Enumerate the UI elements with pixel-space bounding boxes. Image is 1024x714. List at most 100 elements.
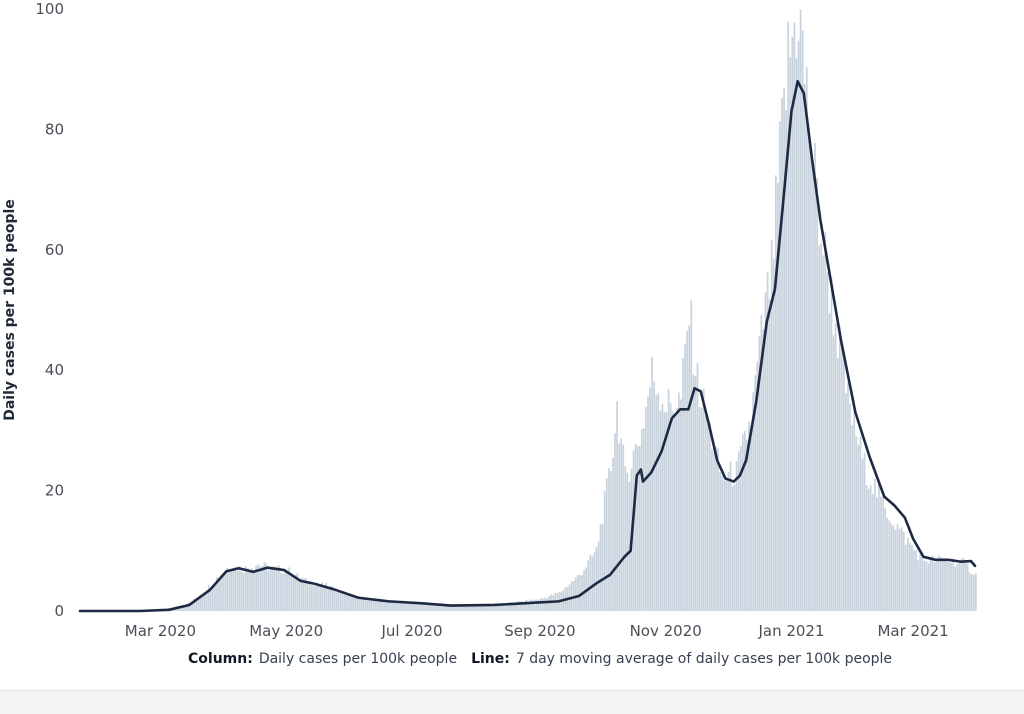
daily-cases-column: [337, 589, 340, 611]
daily-cases-column: [960, 558, 963, 611]
daily-cases-column: [379, 599, 381, 611]
daily-cases-columns: [164, 9, 977, 612]
daily-cases-column: [853, 408, 856, 611]
daily-cases-column: [432, 603, 435, 611]
legend-line-label: Line:: [471, 651, 510, 667]
daily-cases-column: [704, 416, 707, 611]
daily-cases-column: [572, 580, 575, 611]
daily-cases-column: [834, 323, 837, 611]
daily-cases-column: [919, 554, 922, 611]
daily-cases-column: [970, 574, 973, 611]
daily-cases-column: [659, 410, 662, 611]
daily-cases-column: [247, 568, 249, 611]
daily-cases-column: [391, 602, 394, 611]
daily-cases-column: [201, 594, 204, 611]
daily-cases-column: [350, 594, 352, 611]
daily-cases-column: [913, 549, 915, 611]
daily-cases-column: [675, 408, 678, 611]
daily-cases-column: [667, 388, 670, 611]
daily-cases-column: [389, 600, 392, 611]
daily-cases-column: [185, 605, 187, 611]
daily-cases-column: [358, 596, 361, 611]
daily-cases-column: [717, 448, 719, 611]
daily-cases-column: [207, 585, 210, 611]
daily-cases-column: [372, 598, 375, 611]
daily-cases-column: [673, 415, 676, 611]
daily-cases-column: [451, 604, 453, 611]
daily-cases-column: [426, 603, 429, 611]
daily-cases-column: [669, 403, 672, 611]
daily-cases-column: [929, 556, 932, 611]
daily-cases-column: [346, 595, 348, 611]
daily-cases-column: [972, 575, 975, 611]
daily-cases-column: [546, 598, 548, 611]
daily-cases-column: [816, 177, 818, 611]
daily-cases-column: [335, 592, 338, 611]
daily-cases-column: [541, 598, 544, 611]
daily-cases-column: [482, 604, 484, 611]
daily-cases-column: [702, 388, 705, 611]
daily-cases-column: [416, 602, 418, 611]
daily-cases-column: [511, 603, 513, 611]
daily-cases-column: [655, 395, 658, 611]
daily-cases-column: [946, 561, 948, 611]
daily-cases-column: [911, 545, 913, 611]
daily-cases-column: [488, 604, 491, 611]
daily-cases-column: [230, 570, 233, 611]
daily-cases-column: [925, 561, 928, 611]
daily-cases-column: [684, 343, 686, 611]
chart-legend: Column: Daily cases per 100k people Line: 7…: [188, 651, 892, 667]
daily-cases-column: [876, 497, 878, 611]
daily-cases-column: [412, 602, 414, 611]
daily-cases-column: [746, 439, 748, 611]
daily-cases-column: [647, 396, 649, 611]
daily-cases-column: [405, 602, 408, 611]
daily-cases-column: [750, 425, 752, 611]
daily-cases-column: [251, 568, 253, 611]
daily-cases-column: [199, 596, 202, 611]
daily-cases-column: [298, 578, 301, 611]
moving-average-line-layer: [78, 79, 977, 613]
daily-cases-column: [273, 566, 276, 611]
daily-cases-column: [203, 592, 206, 611]
daily-cases-column: [321, 582, 324, 611]
daily-cases-column: [708, 422, 711, 611]
daily-cases-column: [438, 604, 441, 611]
daily-cases-column: [678, 392, 680, 611]
x-axis-ticks: Mar 2020 May 2020 Jul 2020 Sep 2020 Nov 2020…: [125, 622, 949, 640]
daily-cases-column: [356, 596, 359, 611]
daily-cases-column: [927, 563, 930, 611]
daily-cases-column: [465, 604, 468, 611]
daily-cases-column: [605, 478, 608, 611]
daily-cases-column: [921, 555, 924, 611]
daily-cases-column: [909, 542, 911, 611]
daily-cases-column: [459, 605, 462, 611]
daily-cases-column: [766, 272, 769, 611]
daily-cases-column: [828, 313, 831, 611]
daily-cases-column: [721, 474, 724, 611]
daily-cases-column: [620, 438, 623, 611]
daily-cases-column: [288, 567, 291, 611]
daily-cases-column: [366, 599, 369, 611]
daily-cases-column: [688, 325, 691, 611]
x-tick-label: Jul 2020: [380, 622, 442, 640]
daily-cases-column: [878, 483, 880, 611]
daily-cases-column: [694, 376, 697, 611]
daily-cases-column: [735, 461, 738, 611]
x-tick-label: May 2020: [249, 622, 323, 640]
daily-cases-column: [944, 558, 946, 611]
y-tick-label: 60: [45, 241, 64, 259]
daily-cases-column: [966, 563, 969, 611]
daily-cases-column: [975, 572, 977, 611]
daily-cases-column: [931, 555, 934, 611]
daily-cases-column: [284, 569, 286, 611]
daily-cases-column: [822, 255, 825, 612]
y-axis-label: Daily cases per 100k people: [2, 199, 18, 421]
daily-cases-column: [624, 466, 627, 611]
daily-cases-column: [576, 575, 579, 611]
daily-cases-column: [296, 573, 299, 611]
daily-cases-column: [368, 598, 371, 611]
daily-cases-column: [475, 604, 478, 611]
daily-cases-column: [205, 591, 208, 611]
y-tick-label: 40: [45, 361, 64, 379]
